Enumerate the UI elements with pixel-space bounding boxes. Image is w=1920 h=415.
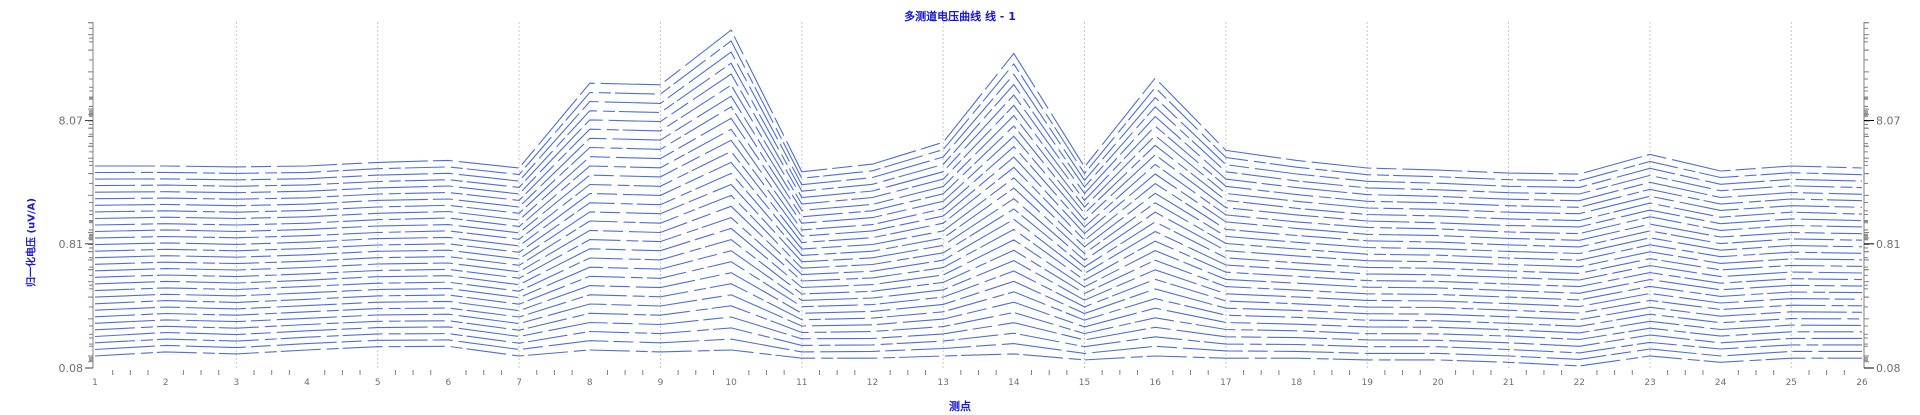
x-tick-label: 25 <box>1786 378 1797 388</box>
x-axis: 1 2 3 4 5 6 7 8 9 10 11 12 13 14 15 16 17 18 19 20 21 22 23 24 2… <box>92 370 1868 388</box>
series-line <box>94 316 1862 347</box>
series-line <box>94 95 1863 215</box>
series-line <box>94 238 1863 301</box>
x-tick-label: 9 <box>658 378 664 388</box>
y-tick-label: 0.08 <box>59 362 84 375</box>
left-y-axis: 0.08 0.81 8.07 <box>59 22 94 375</box>
series-line <box>94 150 1863 248</box>
right-y-tick-label: 8.07 <box>1876 115 1901 128</box>
x-tick-label: 10 <box>725 378 737 388</box>
x-tick-label: 26 <box>1856 378 1868 388</box>
x-tick-label: 17 <box>1220 378 1231 388</box>
right-y-tick-label: 0.08 <box>1876 362 1901 375</box>
series-line <box>94 227 1863 294</box>
series-line <box>94 139 1863 241</box>
series-line <box>94 327 1862 354</box>
x-tick-label: 18 <box>1291 378 1303 388</box>
series-line <box>94 183 1863 268</box>
x-tick-label: 15 <box>1079 378 1090 388</box>
x-tick-label: 8 <box>587 378 593 388</box>
series-line <box>94 62 1863 195</box>
series-lines <box>94 29 1863 367</box>
series-line <box>94 117 1863 228</box>
x-tick-label: 24 <box>1715 378 1727 388</box>
x-tick-label: 14 <box>1008 378 1020 388</box>
x-tick-label: 3 <box>233 378 239 388</box>
series-line <box>94 345 1862 367</box>
x-tick-label: 5 <box>375 378 381 388</box>
x-tick-label: 23 <box>1644 378 1655 388</box>
series-line <box>94 294 1863 334</box>
x-tick-label: 7 <box>516 378 522 388</box>
series-line <box>94 84 1863 208</box>
series-line <box>94 172 1863 261</box>
series-line <box>94 51 1863 188</box>
series-line <box>94 40 1863 182</box>
x-tick-label: 21 <box>1503 378 1514 388</box>
series-line <box>94 283 1863 327</box>
y-tick-label: 8.07 <box>59 115 84 128</box>
x-tick-label: 12 <box>867 378 878 388</box>
series-line <box>94 272 1863 321</box>
right-y-axis: 0.08 0.81 8.07 <box>1863 22 1901 375</box>
series-line <box>94 128 1863 235</box>
vertical-grid-lines <box>235 22 1792 368</box>
series-line <box>94 194 1863 274</box>
x-tick-label: 19 <box>1362 378 1374 388</box>
x-tick-label: 20 <box>1432 378 1444 388</box>
x-tick-label: 11 <box>796 378 807 388</box>
x-tick-label: 16 <box>1149 378 1161 388</box>
series-line <box>94 216 1863 288</box>
series-line <box>94 305 1862 341</box>
series-line <box>94 261 1863 314</box>
x-tick-label: 2 <box>163 378 169 388</box>
x-tick-label: 4 <box>304 378 310 388</box>
right-y-tick-label: 0.81 <box>1876 238 1901 251</box>
series-line <box>94 161 1863 255</box>
x-tick-label: 13 <box>937 378 948 388</box>
series-line <box>94 73 1863 202</box>
series-line <box>94 250 1863 308</box>
x-tick-label: 1 <box>92 378 98 388</box>
series-line <box>94 106 1863 222</box>
x-tick-label: 22 <box>1574 378 1585 388</box>
x-axis-label: 测点 <box>949 400 971 413</box>
y-tick-label: 0.81 <box>59 238 84 251</box>
chart-title: 多测道电压曲线 线 - 1 <box>904 10 1016 23</box>
series-line <box>94 338 1862 360</box>
series-line <box>95 29 1863 175</box>
x-tick-label: 6 <box>446 378 452 388</box>
series-line <box>94 205 1863 281</box>
